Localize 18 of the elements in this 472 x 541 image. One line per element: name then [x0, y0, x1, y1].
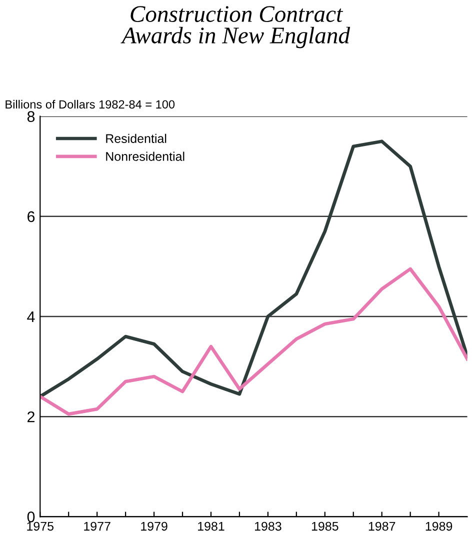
y-axis-title: Billions of Dollars 1982-84 = 100: [6, 100, 175, 109]
x-tick-label: 1977: [84, 522, 110, 531]
y-tick-label: 2: [28, 411, 34, 422]
x-tick-label: 1981: [198, 522, 224, 531]
y-tick-label: 4: [27, 312, 35, 322]
x-tick-label: 1979: [141, 522, 168, 531]
x-tick-label: 1989: [426, 522, 452, 531]
legend-label: Residential: [106, 134, 166, 143]
x-tick-label: 1985: [312, 522, 338, 531]
chart-title: Construction Contract Awards in New England: [120, 6, 350, 48]
y-tick-label: 0: [27, 512, 35, 522]
legend-label: Nonresidential: [106, 152, 184, 161]
y-tick-label: 8: [27, 111, 35, 122]
line-series: [40, 267, 468, 416]
x-tick-label: 1983: [254, 522, 282, 531]
y-tick-label: 6: [28, 211, 35, 222]
x-tick-label: 1987: [368, 522, 396, 531]
x-tick-label: 1975: [27, 522, 54, 531]
